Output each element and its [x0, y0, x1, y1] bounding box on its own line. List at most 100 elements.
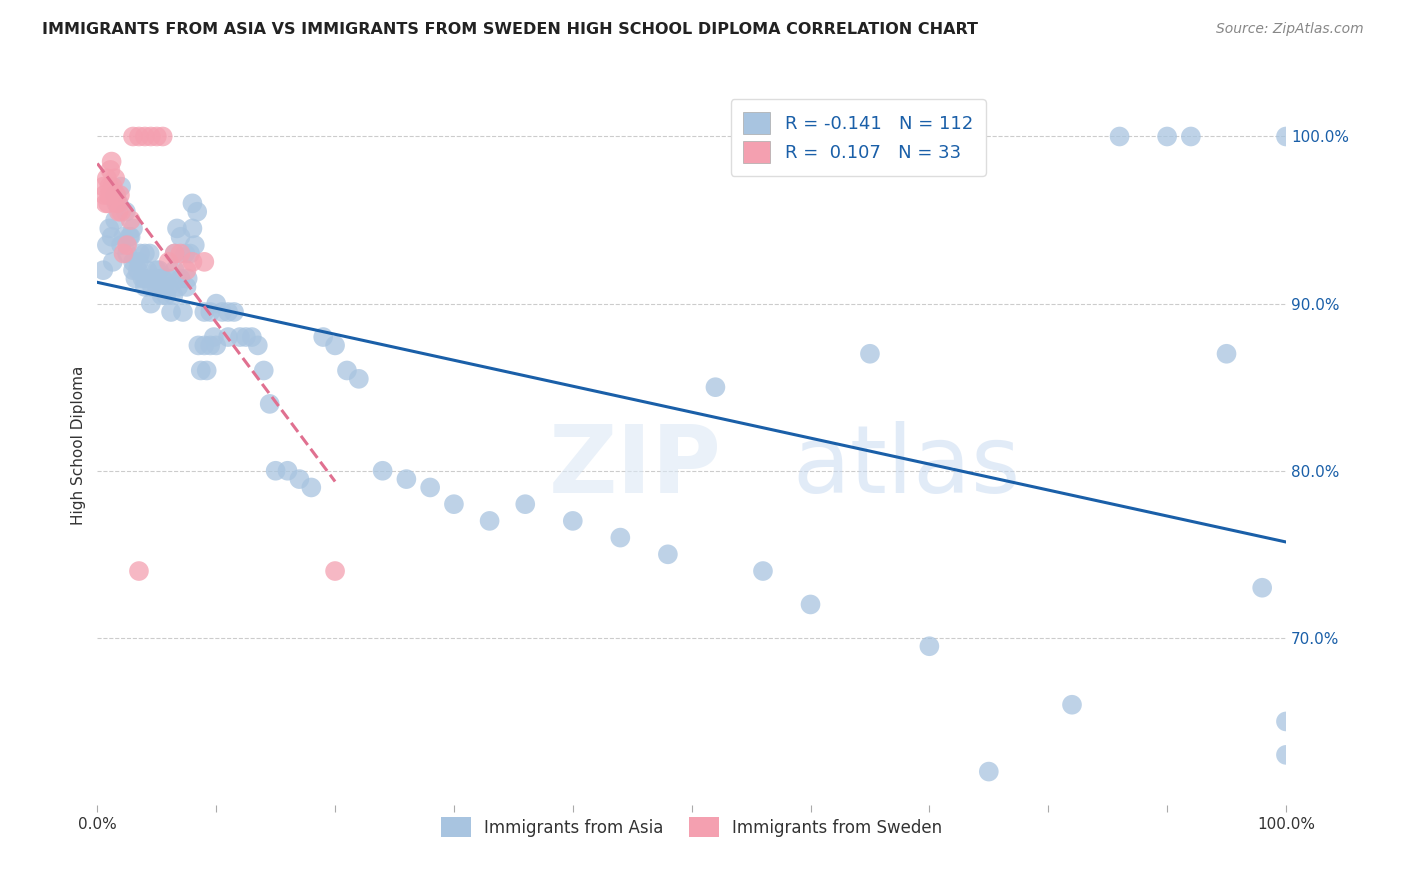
Point	[162, 288, 184, 302]
Point	[299, 480, 322, 494]
Point	[217, 330, 239, 344]
Point	[98, 221, 121, 235]
Point	[186, 204, 208, 219]
Text: Source: ZipAtlas.com: Source: ZipAtlas.com	[1216, 22, 1364, 37]
Point	[1275, 129, 1298, 144]
Point	[918, 639, 941, 653]
Point	[200, 305, 222, 319]
Point	[105, 188, 128, 202]
Point	[146, 263, 169, 277]
Point	[515, 497, 537, 511]
Point	[181, 221, 204, 235]
Point	[288, 472, 311, 486]
Point	[176, 280, 198, 294]
Point	[155, 288, 177, 302]
Y-axis label: High School Diploma: High School Diploma	[72, 366, 86, 525]
Point	[115, 204, 138, 219]
Point	[110, 204, 132, 219]
Point	[609, 531, 631, 545]
Point	[190, 363, 212, 377]
Point	[128, 564, 150, 578]
Text: IMMIGRANTS FROM ASIA VS IMMIGRANTS FROM SWEDEN HIGH SCHOOL DIPLOMA CORRELATION C: IMMIGRANTS FROM ASIA VS IMMIGRANTS FROM …	[42, 22, 979, 37]
Point	[859, 347, 882, 361]
Point	[193, 338, 215, 352]
Point	[104, 188, 127, 202]
Point	[100, 229, 122, 244]
Point	[122, 221, 145, 235]
Point	[131, 271, 153, 285]
Text: atlas: atlas	[793, 421, 1021, 513]
Point	[163, 246, 186, 260]
Point	[100, 154, 122, 169]
Point	[187, 338, 209, 352]
Point	[193, 305, 215, 319]
Point	[101, 179, 124, 194]
Point	[229, 330, 252, 344]
Point	[264, 464, 287, 478]
Point	[167, 280, 190, 294]
Point	[1275, 747, 1298, 762]
Point	[176, 263, 198, 277]
Point	[1060, 698, 1083, 712]
Point	[419, 480, 441, 494]
Point	[150, 288, 173, 302]
Point	[152, 271, 174, 285]
Point	[277, 464, 299, 478]
Point	[323, 564, 346, 578]
Point	[128, 255, 150, 269]
Point	[98, 179, 121, 194]
Point	[157, 255, 180, 269]
Point	[93, 188, 115, 202]
Point	[122, 129, 145, 144]
Point	[134, 129, 156, 144]
Point	[120, 213, 142, 227]
Point	[127, 263, 149, 277]
Point	[478, 514, 501, 528]
Point	[152, 129, 174, 144]
Point	[94, 196, 117, 211]
Point	[107, 196, 129, 211]
Point	[163, 263, 186, 277]
Point	[395, 472, 418, 486]
Point	[336, 363, 359, 377]
Point	[96, 171, 118, 186]
Point	[122, 255, 145, 269]
Point	[107, 196, 129, 211]
Point	[205, 338, 228, 352]
Point	[110, 238, 132, 252]
Point	[129, 246, 152, 260]
Point	[240, 330, 263, 344]
Point	[193, 255, 215, 269]
Point	[163, 246, 186, 260]
Point	[97, 196, 120, 211]
Point	[146, 129, 169, 144]
Point	[138, 246, 160, 260]
Point	[91, 179, 114, 194]
Point	[124, 271, 146, 285]
Point	[110, 179, 132, 194]
Point	[101, 255, 124, 269]
Point	[1251, 581, 1274, 595]
Point	[160, 305, 183, 319]
Point	[169, 229, 191, 244]
Point	[1156, 129, 1178, 144]
Point	[112, 229, 135, 244]
Point	[799, 598, 821, 612]
Point	[176, 271, 198, 285]
Point	[153, 280, 176, 294]
Point	[134, 280, 156, 294]
Point	[1108, 129, 1130, 144]
Point	[1215, 347, 1237, 361]
Point	[122, 263, 145, 277]
Point	[98, 188, 121, 202]
Point	[235, 330, 257, 344]
Point	[174, 246, 197, 260]
Point	[312, 330, 335, 344]
Point	[1275, 714, 1298, 729]
Point	[977, 764, 1000, 779]
Point	[561, 514, 583, 528]
Point	[157, 271, 180, 285]
Point	[128, 129, 150, 144]
Point	[704, 380, 727, 394]
Point	[371, 464, 394, 478]
